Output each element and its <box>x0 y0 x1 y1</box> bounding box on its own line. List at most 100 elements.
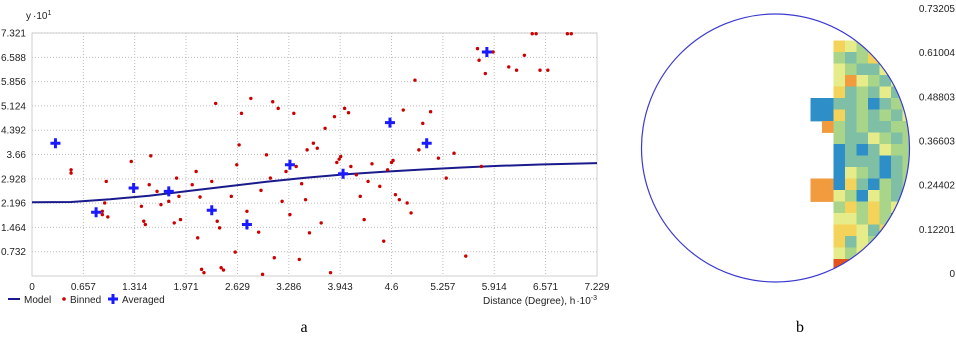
heatmap-cell <box>926 110 938 122</box>
binned-point <box>370 162 374 166</box>
binned-point <box>483 71 488 76</box>
binned-point <box>276 106 280 111</box>
heatmap-cell <box>845 201 857 214</box>
heatmap-cell <box>833 201 846 214</box>
legend-averaged-swatch <box>108 294 118 304</box>
heatmap-cell <box>833 178 846 191</box>
heatmap-cell <box>879 109 892 122</box>
heatmap-cell <box>833 86 846 99</box>
averaged-point <box>284 159 295 170</box>
binned-point <box>155 189 159 194</box>
heatmap-cell <box>879 167 892 179</box>
heatmap-cell <box>845 155 857 168</box>
binned-point <box>213 101 218 106</box>
heatmap-cell <box>891 155 903 168</box>
heatmap-cell <box>879 40 892 53</box>
x-tick-labels: 0 0.657 1.314 1.971 2.629 3.286 3.943 4.6 5.257 5… <box>29 282 610 293</box>
legend: Model Binned Averaged <box>8 294 165 306</box>
heatmap-cell <box>902 86 910 99</box>
binned-point <box>335 160 339 165</box>
heatmap-cell <box>879 213 892 225</box>
heatmap-cell <box>833 63 846 76</box>
x-axis-label-name: Distance (Degree), h <box>483 296 575 307</box>
binned-point <box>382 239 386 243</box>
binned-point <box>530 31 534 36</box>
heatmap-cell <box>902 132 910 145</box>
heatmap-cell <box>833 109 846 122</box>
heatmap-cell <box>891 270 903 282</box>
binned-point <box>342 106 347 111</box>
y-tick-label: 2.928 <box>1 174 26 185</box>
binned-point <box>245 209 249 213</box>
binned-point <box>452 151 456 155</box>
heatmap-cell <box>833 155 846 168</box>
y-tick-label: 0.732 <box>1 247 26 258</box>
binned-point <box>172 221 176 225</box>
x-tick-label: 2.629 <box>225 282 250 293</box>
heatmap-cell <box>891 167 903 179</box>
heatmap-cell <box>902 213 910 225</box>
binned-point <box>229 194 234 199</box>
heatmap-cell <box>845 270 857 282</box>
heatmap-cell <box>845 190 857 202</box>
x-tick-label: 6.571 <box>533 282 558 293</box>
heatmap-cell <box>868 213 880 225</box>
heatmap-cell <box>845 86 857 99</box>
binned-point <box>405 201 409 205</box>
heatmap-cell <box>926 64 938 76</box>
x-tick-label: 3.286 <box>276 282 301 293</box>
heatmap-cell <box>926 121 938 133</box>
x-tick-label: 1.314 <box>122 282 147 293</box>
heatmap-cell <box>879 121 892 133</box>
binned-point <box>249 96 253 101</box>
heatmap-cell <box>833 52 846 64</box>
binned-point <box>299 182 304 186</box>
legend-item-binned: Binned <box>62 295 101 306</box>
series-binned <box>69 31 573 277</box>
heatmap-cell <box>891 29 903 41</box>
averaged-point <box>338 168 349 179</box>
heatmap-cell <box>879 178 892 191</box>
heatmap-cell <box>902 236 910 248</box>
heatmap-cell <box>914 156 926 168</box>
heatmap-cell <box>856 213 869 225</box>
x-tick-label: 1.971 <box>174 282 199 293</box>
heatmap-cell <box>879 144 892 156</box>
series-averaged <box>50 46 492 230</box>
binned-point <box>178 217 183 222</box>
binned-point <box>546 68 550 72</box>
x-tick-label: 7.229 <box>584 282 609 293</box>
legend-averaged-label: Averaged <box>122 295 165 306</box>
heatmap-cell <box>914 64 926 76</box>
heatmap-cell <box>902 167 910 179</box>
binned-point <box>147 183 151 187</box>
binned-point <box>139 204 144 208</box>
heatmap-cell <box>833 40 846 53</box>
x-axis-label: Distance (Degree), h·10-3 <box>483 295 597 307</box>
binned-point <box>69 168 73 172</box>
binned-point <box>346 110 351 115</box>
x-tick-label: 4.6 <box>385 282 399 293</box>
binned-point <box>129 159 133 164</box>
heatmap-cell <box>914 202 926 214</box>
heatmap-cell <box>880 282 892 294</box>
heatmap-cell <box>856 98 869 110</box>
y-tick-label: 5.856 <box>1 77 26 88</box>
legend-model-label: Model <box>24 295 51 306</box>
heatmap-cell <box>856 178 869 191</box>
heatmap-cell <box>845 63 857 76</box>
heatmap-cell <box>902 14 910 18</box>
heatmap-cell <box>902 75 910 87</box>
heatmap-cell <box>937 110 949 122</box>
binned-point <box>102 201 107 205</box>
y-tick-label: 7.321 <box>1 29 26 40</box>
heatmap-cell <box>845 132 857 145</box>
boundary-circle <box>640 13 911 283</box>
binned-point <box>199 267 204 272</box>
binned-point <box>217 226 222 230</box>
binned-point <box>428 109 433 114</box>
binned-point <box>303 197 308 202</box>
binned-point <box>104 179 108 184</box>
heatmap-cell <box>810 178 823 191</box>
heatmap-cell <box>833 144 846 156</box>
